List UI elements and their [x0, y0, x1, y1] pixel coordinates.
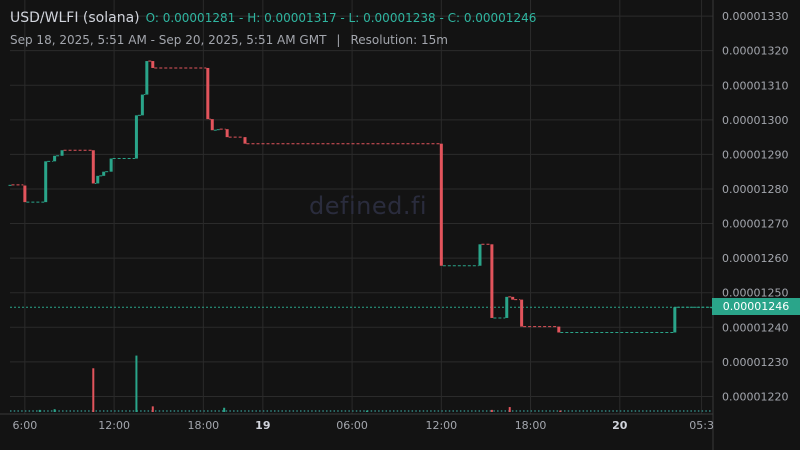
x-tick-label: 18:00 [187, 419, 219, 432]
symbol-name[interactable]: USD/WLFI (solana) [10, 10, 140, 26]
x-tick-label: 6:00 [13, 419, 38, 432]
candle [557, 326, 561, 333]
x-tick-label: 12:00 [425, 419, 457, 432]
y-tick-label: 0.00001280 [722, 183, 788, 196]
y-tick-label: 0.00001220 [722, 390, 788, 403]
watermark: defined.fi [309, 192, 428, 220]
candle [520, 299, 524, 327]
candle [44, 161, 48, 203]
candle [439, 143, 443, 266]
candle [145, 61, 149, 95]
y-tick-label: 0.00001290 [722, 148, 788, 161]
candle [505, 296, 509, 318]
y-tick-label: 0.00001330 [722, 10, 788, 23]
candle [210, 119, 214, 131]
volume-bar [38, 409, 41, 412]
candle [60, 150, 64, 156]
x-tick-label: 05:3 [689, 419, 714, 432]
candle [96, 175, 100, 184]
volume-bar [559, 410, 562, 412]
volume-bar [135, 355, 138, 412]
candle [53, 155, 57, 162]
candle [140, 94, 144, 116]
date-range: Sep 18, 2025, 5:51 AM - Sep 20, 2025, 5:… [10, 33, 327, 47]
candle [206, 67, 210, 120]
y-tick-label: 0.00001320 [722, 45, 788, 58]
volume-bar [365, 410, 368, 412]
candle [478, 244, 482, 266]
resolution-label[interactable]: Resolution: 15m [350, 33, 448, 47]
candle [216, 129, 220, 131]
x-tick-label: 12:00 [98, 419, 130, 432]
volume-bar [92, 368, 95, 412]
candle [102, 171, 106, 176]
y-tick-label: 0.00001250 [722, 287, 788, 300]
x-tick-label: 18:00 [515, 419, 547, 432]
candle [91, 150, 95, 184]
volume-bar [508, 407, 511, 412]
volume-bar [223, 407, 226, 412]
y-tick-label: 0.00001270 [722, 218, 788, 231]
x-tick-label: 06:00 [336, 419, 368, 432]
y-tick-label: 0.00001260 [722, 252, 788, 265]
volume-bar [53, 409, 56, 412]
last-price-label: 0.00001246 [712, 298, 800, 315]
y-tick-label: 0.00001230 [722, 356, 788, 369]
candle [511, 296, 515, 300]
candle [225, 129, 229, 138]
chart-subtitle: Sep 18, 2025, 5:51 AM - Sep 20, 2025, 5:… [10, 33, 448, 47]
candle [151, 61, 155, 68]
candle [673, 307, 677, 333]
y-tick-label: 0.00001240 [722, 321, 788, 334]
x-tick-label: 19 [255, 419, 270, 432]
candle [243, 137, 247, 144]
y-tick-label: 0.00001300 [722, 114, 788, 127]
volume-bar [151, 406, 154, 412]
candle [23, 185, 27, 203]
candle [8, 184, 12, 186]
candle [109, 158, 113, 172]
volume-bar [490, 409, 493, 412]
y-tick-label: 0.00001310 [722, 79, 788, 92]
chart-legend: USD/WLFI (solana) O: 0.00001281 - H: 0.00… [10, 10, 536, 26]
x-tick-label: 20 [612, 419, 628, 432]
ohlc-values: O: 0.00001281 - H: 0.00001317 - L: 0.000… [145, 11, 537, 25]
separator: | [336, 33, 341, 47]
candle [490, 244, 494, 318]
candle [134, 115, 138, 159]
